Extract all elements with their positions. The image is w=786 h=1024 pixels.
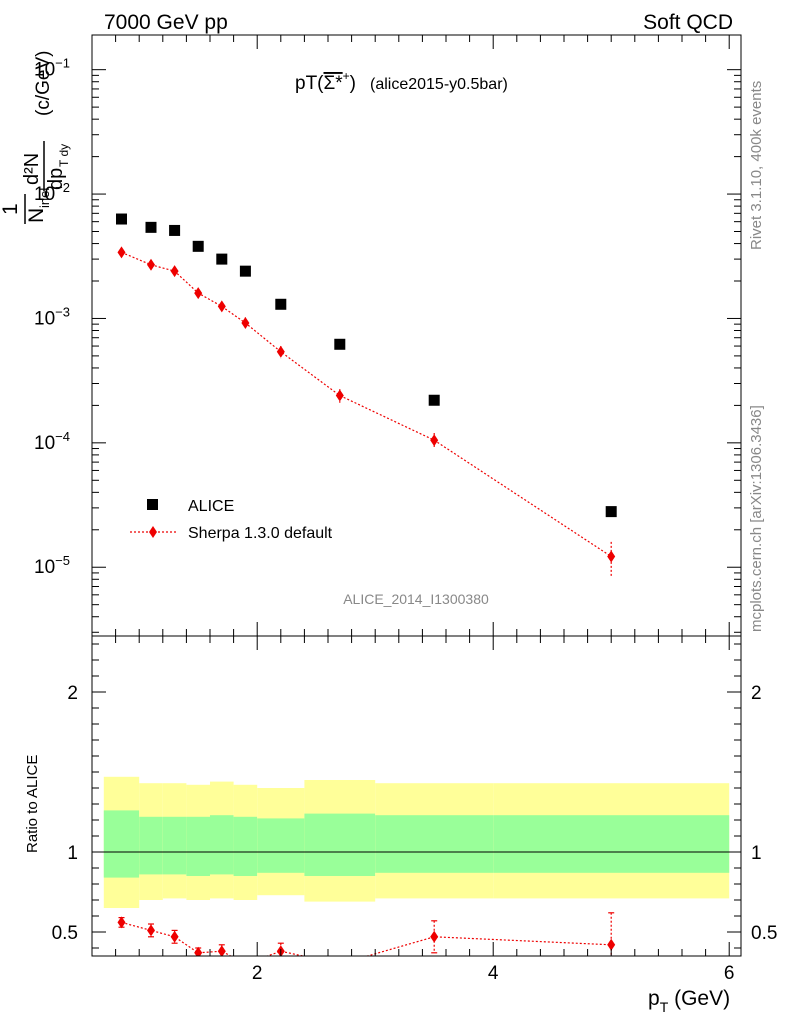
sherpa-point	[276, 345, 285, 358]
ratio-plot-area	[117, 912, 616, 970]
sherpa-point	[117, 246, 126, 259]
ratio-point	[241, 958, 249, 970]
alice-point	[116, 213, 127, 225]
y-tick-label: 10−4	[34, 429, 70, 454]
sherpa-point	[147, 258, 155, 271]
ratio-y-tick-label-right: 0.5	[751, 923, 777, 944]
alice-point	[275, 298, 287, 310]
ylabel-den-sub: inel	[37, 188, 52, 208]
ratio-panel: 0.5 0.5 1 1 2 2 2 4 6 Ratio to ALICE	[24, 635, 778, 984]
ylabel-den2-sub: T dy	[57, 144, 71, 167]
main-panel: 10−5 10−4 10−3 10−2 10−1 pT(Σ*+) (alice2015-…	[0, 34, 742, 637]
legend-marker-sherpa	[149, 526, 157, 538]
x-tick-label: 4	[488, 963, 499, 984]
ylabel-den: N	[25, 208, 48, 223]
ratio-y-tick-label: 0.5	[52, 923, 78, 944]
y-tick-label: 10−1	[34, 56, 70, 81]
rivet-label: Rivet 3.1.10, 400k events	[748, 81, 765, 250]
ratio-point	[430, 930, 439, 943]
band-inner	[257, 818, 305, 873]
y-axis-label: 1 N inel d²N dp T dy (c/GeV)	[0, 51, 71, 224]
y-tick-label: 10−3	[34, 304, 70, 329]
ratio-tick-labels: 0.5 0.5 1 1 2 2 2 4 6	[52, 683, 778, 984]
plot-title-particle: Σ*	[324, 73, 344, 94]
plot-title: pT(Σ*+)	[295, 69, 356, 94]
watermark: ALICE_2014_I1300380	[343, 591, 489, 607]
legend-label-sherpa: Sherpa 1.3.0 default	[188, 525, 333, 542]
ylabel-num2: d²N	[21, 153, 43, 185]
legend: ALICE Sherpa 1.3.0 default	[130, 498, 333, 542]
ratio-point	[170, 930, 179, 943]
y-tick-label: 10−2	[34, 180, 70, 205]
legend-label-alice: ALICE	[188, 498, 234, 515]
band-inner	[210, 815, 234, 875]
ylabel-one: 1	[0, 203, 22, 215]
sherpa-point	[335, 389, 344, 402]
ratio-bands	[103, 776, 730, 908]
ratio-y-tick-label-right: 2	[751, 683, 762, 704]
band-inner	[186, 816, 210, 876]
mcplots-label: mcplots.cern.ch [arXiv:1306.3436]	[748, 405, 765, 632]
ratio-y-tick-label: 2	[67, 683, 78, 704]
main-plot-area	[116, 213, 617, 577]
main-axis-ticks	[91, 35, 741, 636]
x-tick-label: 6	[724, 963, 735, 984]
plot-title-close: )	[350, 73, 356, 94]
ratio-y-tick-label: 1	[67, 843, 78, 864]
plot-title-main: pT(	[295, 73, 324, 94]
x-axis-label: pT (GeV)	[648, 987, 730, 1015]
band-inner	[103, 810, 140, 878]
band-inner	[493, 815, 730, 873]
alice-point	[169, 224, 181, 236]
ratio-y-tick-label-right: 1	[751, 843, 762, 864]
ratio-axis-ticks	[91, 636, 741, 956]
x-tick-label: 2	[252, 963, 263, 984]
ratio-point	[117, 916, 126, 929]
alice-point	[334, 338, 346, 350]
ylabel-den2: dp	[45, 168, 67, 190]
plot-title-sup: +	[343, 69, 350, 83]
band-inner	[139, 816, 163, 875]
alice-point	[192, 240, 204, 252]
sherpa-point	[170, 265, 179, 278]
sherpa-point	[430, 434, 439, 447]
ratio-point	[147, 924, 155, 937]
header-right: Soft QCD	[643, 11, 733, 34]
legend-marker-alice	[147, 499, 158, 510]
ratio-panel-frame	[91, 635, 742, 957]
plot-title-tag: (alice2015-y0.5bar)	[370, 76, 508, 93]
ylabel-unit: (c/GeV)	[33, 51, 54, 116]
main-y-tick-labels: 10−5 10−4 10−3 10−2 10−1	[34, 56, 70, 579]
alice-point	[216, 253, 228, 265]
ratio-point	[607, 938, 616, 951]
band-inner	[304, 813, 376, 876]
sherpa-point	[607, 550, 616, 563]
alice-point	[239, 265, 251, 277]
y-tick-label: 10−5	[34, 553, 70, 578]
ratio-line	[121, 921, 612, 956]
ratio-point	[217, 945, 226, 956]
band-inner	[162, 816, 187, 875]
ratio-point	[336, 958, 344, 970]
alice-point	[605, 506, 617, 518]
alice-point	[145, 221, 157, 233]
header-left: 7000 GeV pp	[104, 11, 228, 34]
sherpa-point	[241, 316, 250, 329]
sherpa-line	[121, 251, 612, 557]
ratio-y-label: Ratio to ALICE	[24, 755, 41, 853]
ratio-point	[194, 946, 203, 956]
sherpa-point	[217, 300, 226, 313]
sherpa-point	[194, 287, 203, 300]
alice-point	[428, 394, 440, 406]
band-inner	[233, 816, 258, 876]
band-inner	[375, 815, 494, 873]
main-panel-frame	[91, 34, 742, 637]
